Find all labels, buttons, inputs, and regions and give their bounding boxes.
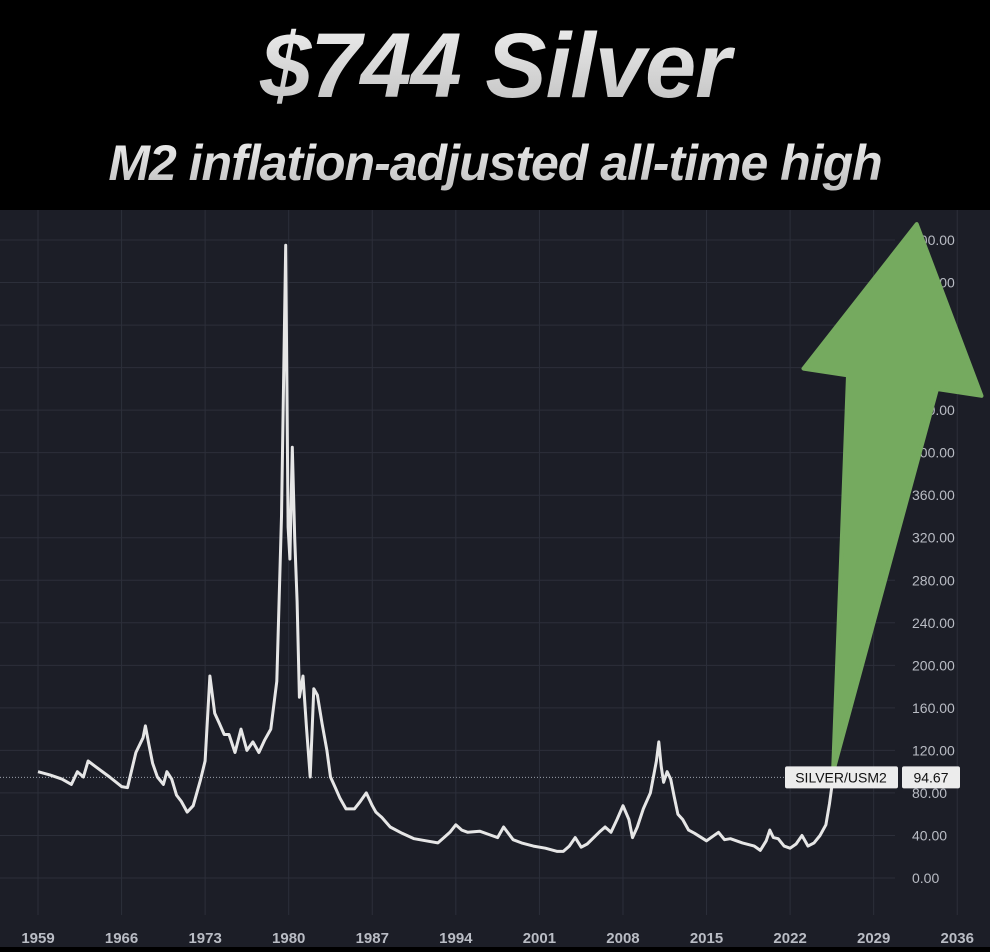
y-tick-label: 120.00 bbox=[912, 742, 955, 758]
y-tick-label: 320.00 bbox=[912, 530, 955, 546]
last-value-label: 94.67 bbox=[913, 769, 948, 785]
series-line-silver-usm2 bbox=[37, 243, 835, 853]
x-tick-label: 2015 bbox=[690, 930, 723, 947]
green-up-arrow-icon bbox=[801, 222, 984, 774]
y-tick-label: 280.00 bbox=[912, 572, 955, 588]
x-tick-label: 1959 bbox=[21, 930, 54, 947]
x-axis: 1959 1966 1973 1980 1987 1994 2001 2008 2015 2022… bbox=[21, 930, 974, 947]
series-name-label: SILVER/USM2 bbox=[795, 769, 887, 785]
x-tick-label: 2022 bbox=[773, 930, 806, 947]
last-value-labels: SILVER/USM2 94.67 bbox=[785, 766, 960, 789]
x-tick-label: 2036 bbox=[941, 930, 974, 947]
x-tick-label: 2008 bbox=[606, 930, 639, 947]
x-tick-label: 1973 bbox=[188, 930, 221, 947]
series-name-tag bbox=[785, 766, 898, 789]
x-tick-label: 1994 bbox=[439, 930, 473, 947]
silver-m2-chart: 0.00 40.00 80.00 120.00 160.00 200.00 240.00 28… bbox=[0, 210, 990, 947]
banner: $744 Silver M2 inflation-adjusted all-ti… bbox=[0, 0, 990, 210]
y-tick-label: 200.00 bbox=[912, 657, 955, 673]
x-tick-label: 2029 bbox=[857, 930, 890, 947]
y-tick-label: 0.00 bbox=[912, 870, 939, 886]
y-tick-label: 80.00 bbox=[912, 785, 947, 801]
headline-title: $744 Silver bbox=[0, 14, 990, 119]
y-tick-label: 360.00 bbox=[912, 487, 955, 503]
y-tick-label: 240.00 bbox=[912, 615, 955, 631]
x-tick-label: 1980 bbox=[272, 930, 305, 947]
y-tick-label: 40.00 bbox=[912, 827, 947, 843]
x-tick-label: 1987 bbox=[356, 930, 389, 947]
grid bbox=[0, 210, 958, 915]
x-tick-label: 1966 bbox=[105, 930, 138, 947]
y-tick-label: 160.00 bbox=[912, 700, 955, 716]
chart-area: 0.00 40.00 80.00 120.00 160.00 200.00 240.00 28… bbox=[0, 210, 990, 947]
last-value-tag bbox=[902, 766, 960, 789]
x-tick-label: 2001 bbox=[523, 930, 556, 947]
headline-subtitle: M2 inflation-adjusted all-time high bbox=[0, 134, 990, 192]
